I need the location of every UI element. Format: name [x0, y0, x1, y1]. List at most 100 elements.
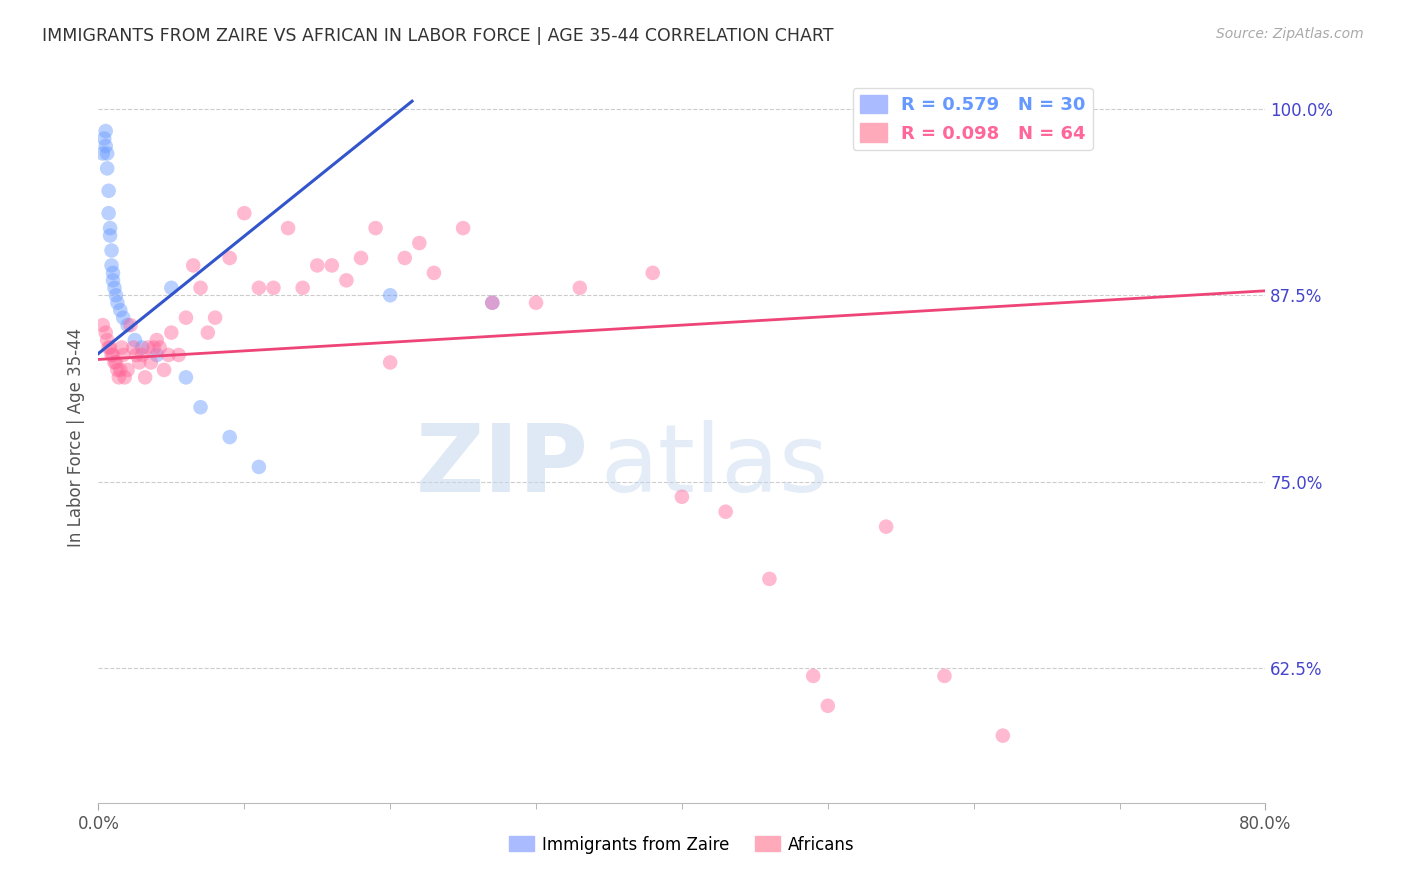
Point [100, 348, 122, 362]
Point [97, 341, 120, 355]
Point [96, 333, 118, 347]
Point [110, 303, 132, 318]
Text: IMMIGRANTS FROM ZAIRE VS AFRICAN IN LABOR FORCE | AGE 35-44 CORRELATION CHART: IMMIGRANTS FROM ZAIRE VS AFRICAN IN LABO… [42, 27, 834, 45]
Point [247, 459, 270, 474]
Point [218, 430, 240, 444]
Point [801, 669, 824, 683]
Point [101, 348, 124, 362]
Point [934, 669, 956, 683]
Text: Source: ZipAtlas.com: Source: ZipAtlas.com [1216, 27, 1364, 41]
Point [103, 281, 125, 295]
Point [481, 295, 503, 310]
Point [128, 355, 150, 369]
Point [149, 341, 172, 355]
Point [136, 341, 159, 355]
Point [380, 288, 402, 302]
Legend: Immigrants from Zaire, Africans: Immigrants from Zaire, Africans [502, 829, 862, 860]
Point [142, 341, 165, 355]
Point [160, 326, 183, 340]
Point [451, 221, 474, 235]
Text: ZIP: ZIP [416, 420, 589, 512]
Point [758, 572, 780, 586]
Point [105, 295, 128, 310]
Point [110, 363, 132, 377]
Point [262, 281, 284, 295]
Point [91, 318, 114, 332]
Point [991, 729, 1014, 743]
Point [160, 281, 183, 295]
Point [100, 244, 122, 258]
Point [277, 221, 299, 235]
Point [101, 273, 124, 287]
Point [139, 355, 162, 369]
Point [98, 228, 121, 243]
Text: atlas: atlas [600, 420, 828, 512]
Point [104, 355, 127, 369]
Point [94, 326, 117, 340]
Point [96, 146, 118, 161]
Point [91, 146, 114, 161]
Point [671, 490, 693, 504]
Point [197, 326, 219, 340]
Point [190, 281, 212, 295]
Point [714, 505, 737, 519]
Point [134, 370, 156, 384]
Point [103, 355, 125, 369]
Point [641, 266, 664, 280]
Point [104, 288, 127, 302]
Point [291, 281, 314, 295]
Point [190, 401, 212, 415]
Point [321, 259, 343, 273]
Point [117, 318, 139, 332]
Point [174, 310, 197, 325]
Point [131, 341, 153, 355]
Point [233, 206, 256, 220]
Y-axis label: In Labor Force | Age 35-44: In Labor Force | Age 35-44 [66, 327, 84, 547]
Point [105, 363, 128, 377]
Point [335, 273, 357, 287]
Point [117, 363, 139, 377]
Point [394, 251, 416, 265]
Point [524, 295, 547, 310]
Point [146, 333, 169, 347]
Point [131, 348, 153, 362]
Point [98, 221, 121, 235]
Point [108, 370, 131, 384]
Point [817, 698, 839, 713]
Point [98, 341, 121, 355]
Point [112, 348, 135, 362]
Point [167, 348, 190, 362]
Point [153, 363, 176, 377]
Point [380, 355, 402, 369]
Point [350, 251, 373, 265]
Point [96, 161, 118, 176]
Point [97, 184, 120, 198]
Point [94, 139, 117, 153]
Point [101, 266, 124, 280]
Point [97, 206, 120, 220]
Point [423, 266, 446, 280]
Point [157, 348, 180, 362]
Point [122, 341, 145, 355]
Point [112, 310, 135, 325]
Point [124, 333, 146, 347]
Point [408, 235, 430, 250]
Point [218, 251, 240, 265]
Point [181, 259, 204, 273]
Point [114, 370, 136, 384]
Point [111, 341, 134, 355]
Point [481, 295, 503, 310]
Point [875, 519, 897, 533]
Point [100, 259, 122, 273]
Point [307, 259, 329, 273]
Point [204, 310, 226, 325]
Point [247, 281, 270, 295]
Point [120, 318, 142, 332]
Point [174, 370, 197, 384]
Point [568, 281, 591, 295]
Point [93, 131, 115, 145]
Point [146, 348, 169, 362]
Point [94, 124, 117, 138]
Point [364, 221, 387, 235]
Point [125, 348, 148, 362]
